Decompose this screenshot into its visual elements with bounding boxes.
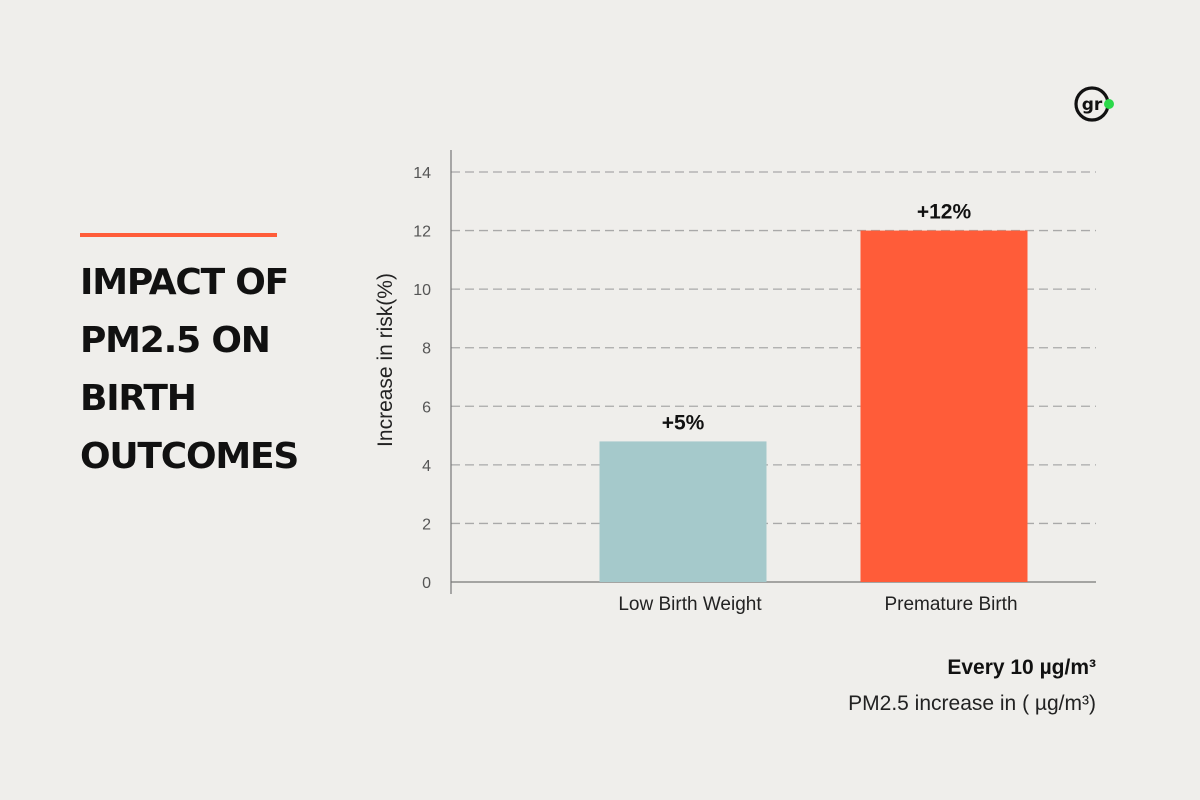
y-tick-label: 8 [422, 341, 431, 358]
title-line-2: PM2.5 ON [80, 320, 271, 361]
logo-text: gr [1082, 95, 1103, 115]
title-line-3: BIRTH [80, 378, 197, 419]
title-line-1: IMPACT OF [80, 262, 289, 303]
y-tick-label: 0 [422, 575, 431, 592]
x-category-label: Low Birth Weight [618, 594, 762, 615]
chart-bars: +5% Low Birth Weight +12% Premature Birth [599, 201, 1028, 615]
bar [599, 441, 767, 582]
x-category-label: Premature Birth [884, 594, 1017, 615]
bar-data-label: +12% [917, 201, 972, 224]
bar-data-label: +5% [662, 411, 705, 434]
page-title: IMPACT OF PM2.5 ON BIRTH OUTCOMES [80, 254, 340, 486]
y-tick-label: 2 [422, 516, 431, 533]
y-tick-label: 6 [422, 399, 431, 416]
y-axis-title: Increase in risk(%) [374, 273, 397, 447]
unit-note-bold: Every 10 µg/m³ [947, 656, 1096, 679]
y-tick-label: 12 [413, 224, 431, 241]
y-tick-label: 14 [413, 165, 431, 182]
y-tick-label: 4 [422, 458, 431, 475]
logo-dot [1104, 99, 1114, 109]
unit-note: PM2.5 increase in ( µg/m³) [848, 692, 1096, 715]
y-tick-label: 10 [413, 282, 431, 299]
bar [860, 230, 1028, 583]
title-line-4: OUTCOMES [80, 436, 299, 477]
y-axis-ticks: 0 2 4 6 8 10 12 14 [413, 165, 431, 592]
brand-logo-icon: gr [1074, 86, 1114, 122]
title-accent-line [80, 233, 277, 237]
